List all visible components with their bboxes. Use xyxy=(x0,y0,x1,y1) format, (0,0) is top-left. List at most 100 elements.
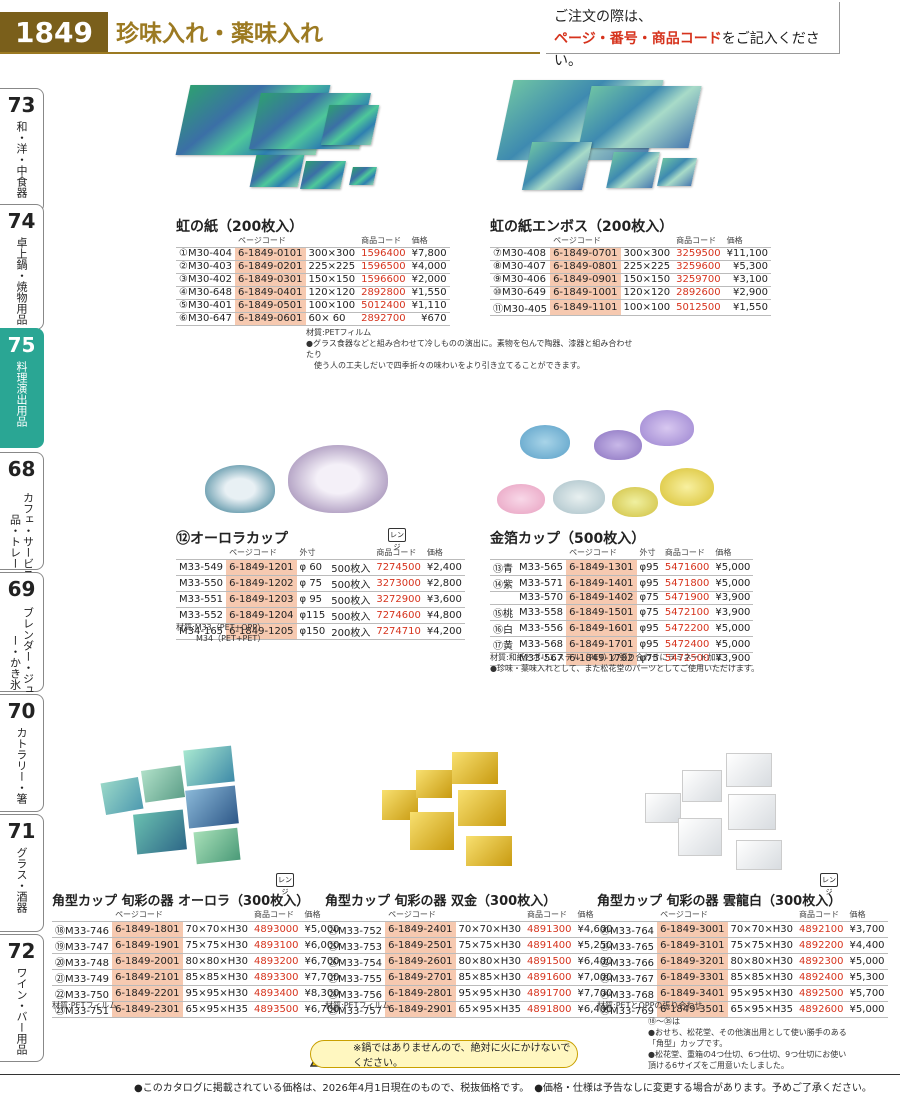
niji-title: 虹の紙（200枚入） xyxy=(176,219,304,235)
th-price: 価格 xyxy=(723,234,772,248)
sidebar-tab-70[interactable]: 70 カトラリー・箸 xyxy=(0,694,44,812)
sidebar-tab-71[interactable]: 71 グラス・酒器 xyxy=(0,814,44,932)
row-number: ㉝ xyxy=(600,973,610,985)
aurora-title: ⑫オーロラカップ xyxy=(176,531,288,547)
table-row: ㉓M33-751 6-1849-2301 65×95×H35 4893500 ¥6,70… xyxy=(52,1001,343,1018)
aurora-note-1: 材質:M33（PET+OPP） xyxy=(176,623,266,632)
sidebar-num: 75 xyxy=(7,333,36,357)
table-row: ③M30-402 6-1849-0301 150×150 1596600 ¥2,000 xyxy=(176,273,450,287)
kaku-aurora-note: 材質:PETフィルム xyxy=(52,1001,118,1010)
sheet-4 xyxy=(249,155,305,187)
th-page-code: ページコード xyxy=(112,908,183,922)
th-page-code: ページコード xyxy=(385,908,456,922)
sidebar-num: 73 xyxy=(7,93,36,117)
kaku-unryu-table: ページコード 商品コード 価格 ㉚M33-764 6-1849-3001 70×70×H… xyxy=(597,908,888,1018)
square-cup xyxy=(466,836,512,866)
table-row: ㉘M33-756 6-1849-2801 95×95×H30 4891700 ¥7,70… xyxy=(325,985,616,1002)
header-divider xyxy=(0,52,540,54)
row-number: ⑥ xyxy=(179,313,188,324)
order-note-tail: をご記入ください。 xyxy=(554,31,820,69)
order-note-line1: ご注文の際は、 xyxy=(554,9,652,25)
sidebar-label: 料理演出用品 xyxy=(15,361,28,427)
th-product-code: 商品コード xyxy=(358,234,409,248)
row-number: ㉕ xyxy=(328,941,338,953)
fire-warning: ※鍋ではありませんので、絶対に火にかけないでください。 xyxy=(310,1040,578,1069)
th-page-code: ページコード xyxy=(566,546,637,560)
table-row: ⑰黄 M33-568 6-1849-1701 φ95 5472400 ¥5,000 xyxy=(490,636,754,653)
sheet-10 xyxy=(606,152,660,188)
table-row: ⑨M30-406 6-1849-0901 150×150 3259700 ¥3,100 xyxy=(490,273,772,287)
th-page-code: ページコード xyxy=(550,234,621,248)
emboss-table: ページコード 商品コード 価格 ⑦M30-408 6-1849-0701 300×300… xyxy=(490,234,772,316)
sidebar-tab-74[interactable]: 74 卓上鍋・焼物用品 xyxy=(0,204,44,330)
cup-white xyxy=(553,480,605,514)
th-price: 価格 xyxy=(712,546,754,560)
kaku-unryu-notes: ⑱〜㉟は ●おせち、松花堂、その他演出用として使い勝手のある「角型」カップです。… xyxy=(648,1016,848,1071)
table-header: ページコード 商品コード 価格 xyxy=(52,908,343,922)
sidebar-tab-69[interactable]: 69 ブレンダー・ジューサー・かき氷 xyxy=(0,572,44,717)
row-number: ② xyxy=(179,261,188,272)
sidebar-num: 71 xyxy=(7,819,36,843)
cup-yellow-small xyxy=(612,487,658,517)
table-row: ⑪M30-405 6-1849-1101 100×100 5012500 ¥1,550 xyxy=(490,299,772,316)
table-header: ページコード 商品コード 価格 xyxy=(597,908,888,922)
row-number: ㉙ xyxy=(328,1005,338,1017)
table-row: M33-567 6-1849-1702 φ75 5472500 ¥3,900 xyxy=(490,652,754,666)
sokin-square-photo xyxy=(380,748,520,873)
sheet-3 xyxy=(320,105,380,145)
th-product-code: 商品コード xyxy=(796,908,847,922)
sidebar-label: カフェ・サービス用品・トレー xyxy=(8,491,35,591)
kaku-sokin-title: 角型カップ 旬彩の器 双金（300枚入） xyxy=(325,894,557,909)
table-row: M33-570 6-1849-1402 φ75 5471900 ¥3,900 xyxy=(490,591,754,605)
square-cup xyxy=(185,785,239,829)
niji-table: ページコード 商品コード 価格 ①M30-404 6-1849-0101 300×300… xyxy=(176,234,450,326)
th-product-code: 商品コード xyxy=(673,234,724,248)
sidebar-tab-75[interactable]: 75 料理演出用品 xyxy=(0,328,44,448)
table-row: ⑮桃 M33-558 6-1849-1501 φ75 5472100 ¥3,900 xyxy=(490,604,754,621)
row-number: ㉛ xyxy=(600,941,610,953)
th-product-code: 商品コード xyxy=(661,546,713,560)
table-row: ㉚M33-764 6-1849-3001 70×70×H30 4892100 ¥3,70… xyxy=(597,921,888,938)
th-product-code: 商品コード xyxy=(373,546,424,560)
sidebar-tab-68[interactable]: 68 カフェ・サービス用品・トレー xyxy=(0,452,44,591)
row-number: ㉑ xyxy=(55,973,65,985)
kaku-unryu-note1: 材質:PETとOPPの張り合わせ xyxy=(597,1001,703,1010)
th-price: 価格 xyxy=(846,908,888,922)
th-product-code: 商品コード xyxy=(251,908,302,922)
table-row: ㉑M33-749 6-1849-2101 85×85×H30 4893300 ¥7,70… xyxy=(52,969,343,986)
emboss-photo xyxy=(495,72,705,210)
square-cup xyxy=(682,770,722,802)
row-number: ㉞ xyxy=(600,989,610,1001)
row-number: ㉜ xyxy=(600,957,610,969)
kaku-sokin-note: 材質:PETフィルム xyxy=(325,1001,391,1010)
square-cup xyxy=(410,812,454,850)
niji-photo xyxy=(175,75,390,215)
sidebar-label: 和・洋・中食器 xyxy=(15,121,28,198)
th-page-code: ページコード xyxy=(235,234,306,248)
sidebar-label: カトラリー・箸 xyxy=(15,727,28,804)
table-header: ページコード 外寸 商品コード 価格 xyxy=(490,546,754,560)
sidebar-tab-73[interactable]: 73 和・洋・中食器 xyxy=(0,88,44,213)
square-cup xyxy=(100,776,144,816)
sidebar-num: 68 xyxy=(7,457,36,481)
table-row: ⑬青 M33-565 6-1849-1301 φ95 5471600 ¥5,000 xyxy=(490,559,754,576)
aurora-square-photo xyxy=(95,740,265,870)
sidebar-num: 72 xyxy=(7,939,36,963)
row-number: ⑩ xyxy=(493,287,502,298)
row-number: ㉗ xyxy=(328,973,338,985)
sidebar-label: 卓上鍋・焼物用品 xyxy=(15,237,28,325)
aurora-note: 材質:M33（PET+OPP） M34（PET+PET） xyxy=(176,622,265,644)
niji-note-1: 材質:PETフィルム xyxy=(306,328,372,337)
row-number: ③ xyxy=(179,274,188,285)
page-title: 珍味入れ・薬味入れ xyxy=(116,21,323,47)
kinpaku-note: 材質:和紙とポリエステル（PET）の張り合わせにラミネート加工 ●珍味・薬味入れ… xyxy=(490,652,850,674)
sidebar-tab-72[interactable]: 72 ワイン・バー用品 xyxy=(0,934,44,1062)
table-row: ㉛M33-765 6-1849-3101 75×75×H30 4892200 ¥4,40… xyxy=(597,937,888,954)
table-row: ④M30-648 6-1849-0401 120×120 2892800 ¥1,550 xyxy=(176,286,450,300)
kaku-unryu-note-2: ⑱〜㉟は xyxy=(648,1017,680,1026)
sidebar-label: グラス・酒器 xyxy=(15,847,28,913)
sheet-11 xyxy=(657,158,697,186)
aurora-cup-small xyxy=(205,465,275,513)
square-cup xyxy=(133,809,187,855)
table-row: ⑲M33-747 6-1849-1901 75×75×H30 4893100 ¥6,00… xyxy=(52,937,343,954)
